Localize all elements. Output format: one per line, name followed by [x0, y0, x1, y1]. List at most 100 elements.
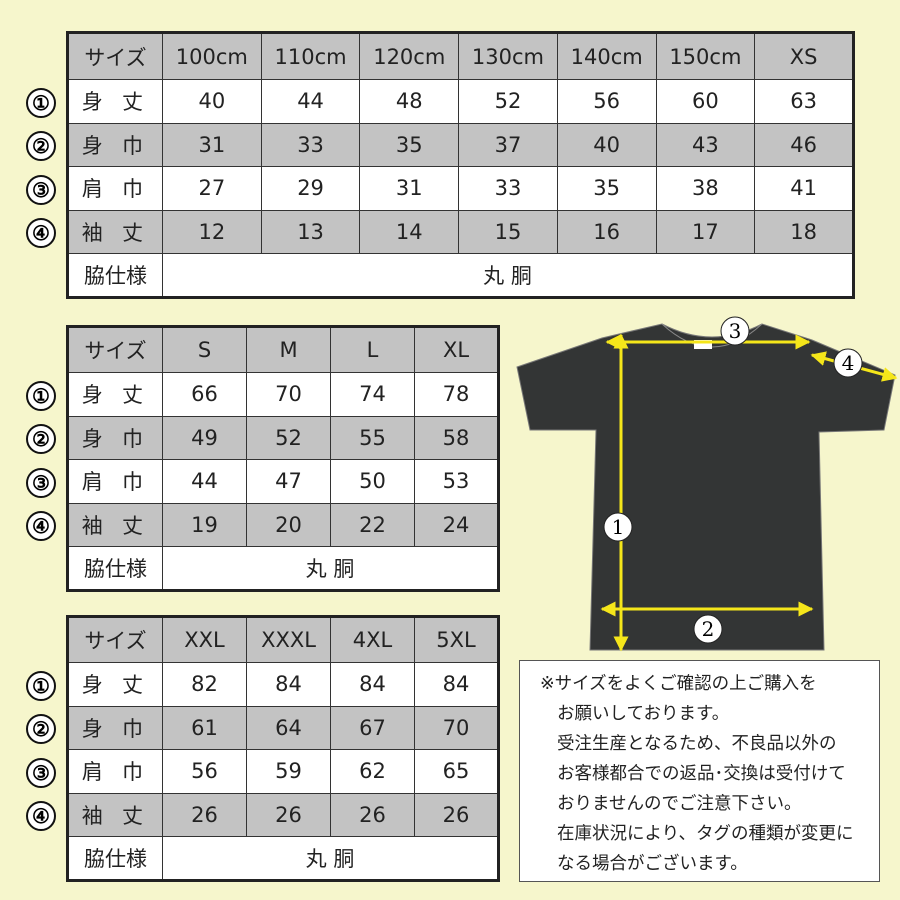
table-row: 身 丈 66 70 74 78: [67, 372, 499, 417]
value-cell: 64: [246, 705, 331, 750]
value-cell: 44: [162, 459, 247, 504]
row-marker: ③: [26, 757, 56, 788]
value-cell: 24: [414, 502, 499, 547]
diagram-label-2: 2: [702, 617, 715, 641]
value-cell: 62: [330, 749, 415, 794]
side-spec-row: 脇仕様丸 胴: [67, 253, 854, 298]
side-spec-row: 脇仕様丸 胴: [67, 836, 499, 881]
row-marker: ④: [26, 801, 56, 832]
row-label: 身 丈: [67, 79, 163, 124]
value-cell: 31: [162, 122, 262, 167]
value-cell: 84: [246, 662, 331, 707]
header-cell: サイズ: [67, 616, 163, 663]
value-cell: 35: [359, 122, 460, 167]
size-table-xxl-5xl: サイズ XXL XXXL 4XL 5XL 身 丈 82 84 84 84 身 巾 61 64 67 70 肩 …: [66, 615, 500, 882]
value-cell: 20: [246, 502, 331, 547]
table-row: 身 巾 49 52 55 58: [67, 415, 499, 460]
header-cell: 120cm: [359, 32, 460, 80]
value-cell: 84: [330, 662, 415, 707]
row-label: 身 丈: [67, 372, 163, 417]
row-marker: ②: [26, 131, 56, 162]
value-cell: 82: [162, 662, 247, 707]
value-cell: 50: [330, 459, 415, 504]
notice-line: なる場合がございます。: [557, 854, 748, 874]
value-cell: 38: [655, 166, 756, 211]
header-cell: L: [330, 326, 415, 373]
value-cell: 27: [162, 166, 262, 211]
notice-line: おりませんのでご注意下さい。: [557, 794, 802, 814]
value-cell: 65: [414, 749, 499, 794]
value-cell: 17: [655, 209, 756, 254]
value-cell: 47: [246, 459, 331, 504]
value-cell: 31: [359, 166, 460, 211]
value-cell: 12: [162, 209, 262, 254]
table-row: 身 巾 61 64 67 70: [67, 705, 499, 750]
row-marker: ①: [26, 670, 56, 701]
header-cell: 130cm: [458, 32, 558, 80]
row-label: 肩 巾: [67, 166, 163, 211]
notice-line: お願いしております。: [557, 704, 730, 724]
row-label: 身 巾: [67, 705, 163, 750]
side-spec-label: 脇仕様: [67, 546, 163, 591]
value-cell: 41: [754, 166, 854, 211]
header-cell: 140cm: [556, 32, 657, 80]
value-cell: 33: [260, 122, 361, 167]
row-marker: ②: [26, 424, 56, 455]
value-cell: 55: [330, 415, 415, 460]
diagram-label-1: 1: [612, 515, 625, 539]
table-row: 肩 巾 27 29 31 33 35 38 41: [67, 166, 854, 211]
value-cell: 33: [458, 166, 558, 211]
value-cell: 40: [162, 79, 262, 124]
value-cell: 14: [359, 209, 460, 254]
notice-line: お客様都合での返品･交換は受付けて: [557, 764, 846, 784]
row-marker: ③: [26, 174, 56, 205]
row-marker: ③: [26, 467, 56, 498]
value-cell: 48: [359, 79, 460, 124]
table-row: 身 巾 31 33 35 37 40 43 46: [67, 122, 854, 167]
value-cell: 26: [246, 792, 331, 837]
row-label: 身 巾: [67, 122, 163, 167]
value-cell: 84: [414, 662, 499, 707]
row-marker: ①: [26, 87, 56, 118]
value-cell: 78: [414, 372, 499, 417]
row-marker: ②: [26, 714, 56, 745]
row-label: 肩 巾: [67, 459, 163, 504]
value-cell: 16: [556, 209, 657, 254]
value-cell: 22: [330, 502, 415, 547]
value-cell: 70: [414, 705, 499, 750]
value-cell: 74: [330, 372, 415, 417]
table-row: 肩 巾 56 59 62 65: [67, 749, 499, 794]
header-cell: サイズ: [67, 326, 163, 373]
row-marker: ④: [26, 511, 56, 542]
value-cell: 60: [655, 79, 756, 124]
value-cell: 52: [246, 415, 331, 460]
table-row: 袖 丈 12 13 14 15 16 17 18: [67, 209, 854, 254]
header-cell: M: [246, 326, 331, 373]
header-cell: 5XL: [414, 616, 499, 663]
side-spec-value: 丸 胴: [162, 836, 499, 881]
header-cell: 150cm: [655, 32, 756, 80]
table-row: 身 丈 40 44 48 52 56 60 63: [67, 79, 854, 124]
side-spec-label: 脇仕様: [67, 253, 163, 298]
diagram-label-3: 3: [729, 319, 742, 343]
value-cell: 13: [260, 209, 361, 254]
side-spec-row: 脇仕様丸 胴: [67, 546, 499, 591]
header-cell: 110cm: [260, 32, 361, 80]
size-table-s-xl: サイズ S M L XL 身 丈 66 70 74 78 身 巾 49 52 55 58 肩 巾 44 47 50 5…: [66, 325, 500, 592]
value-cell: 18: [754, 209, 854, 254]
value-cell: 53: [414, 459, 499, 504]
value-cell: 59: [246, 749, 331, 794]
side-spec-value: 丸 胴: [162, 253, 854, 298]
notice-line: 在庫状況により、タグの種類が変更に: [557, 824, 854, 844]
value-cell: 19: [162, 502, 247, 547]
row-marker: ①: [26, 380, 56, 411]
value-cell: 49: [162, 415, 247, 460]
row-label: 袖 丈: [67, 502, 163, 547]
value-cell: 58: [414, 415, 499, 460]
table-row: 肩 巾 44 47 50 53: [67, 459, 499, 504]
value-cell: 40: [556, 122, 657, 167]
table-row: 袖 丈 26 26 26 26: [67, 792, 499, 837]
row-label: 身 丈: [67, 662, 163, 707]
value-cell: 37: [458, 122, 558, 167]
value-cell: 67: [330, 705, 415, 750]
